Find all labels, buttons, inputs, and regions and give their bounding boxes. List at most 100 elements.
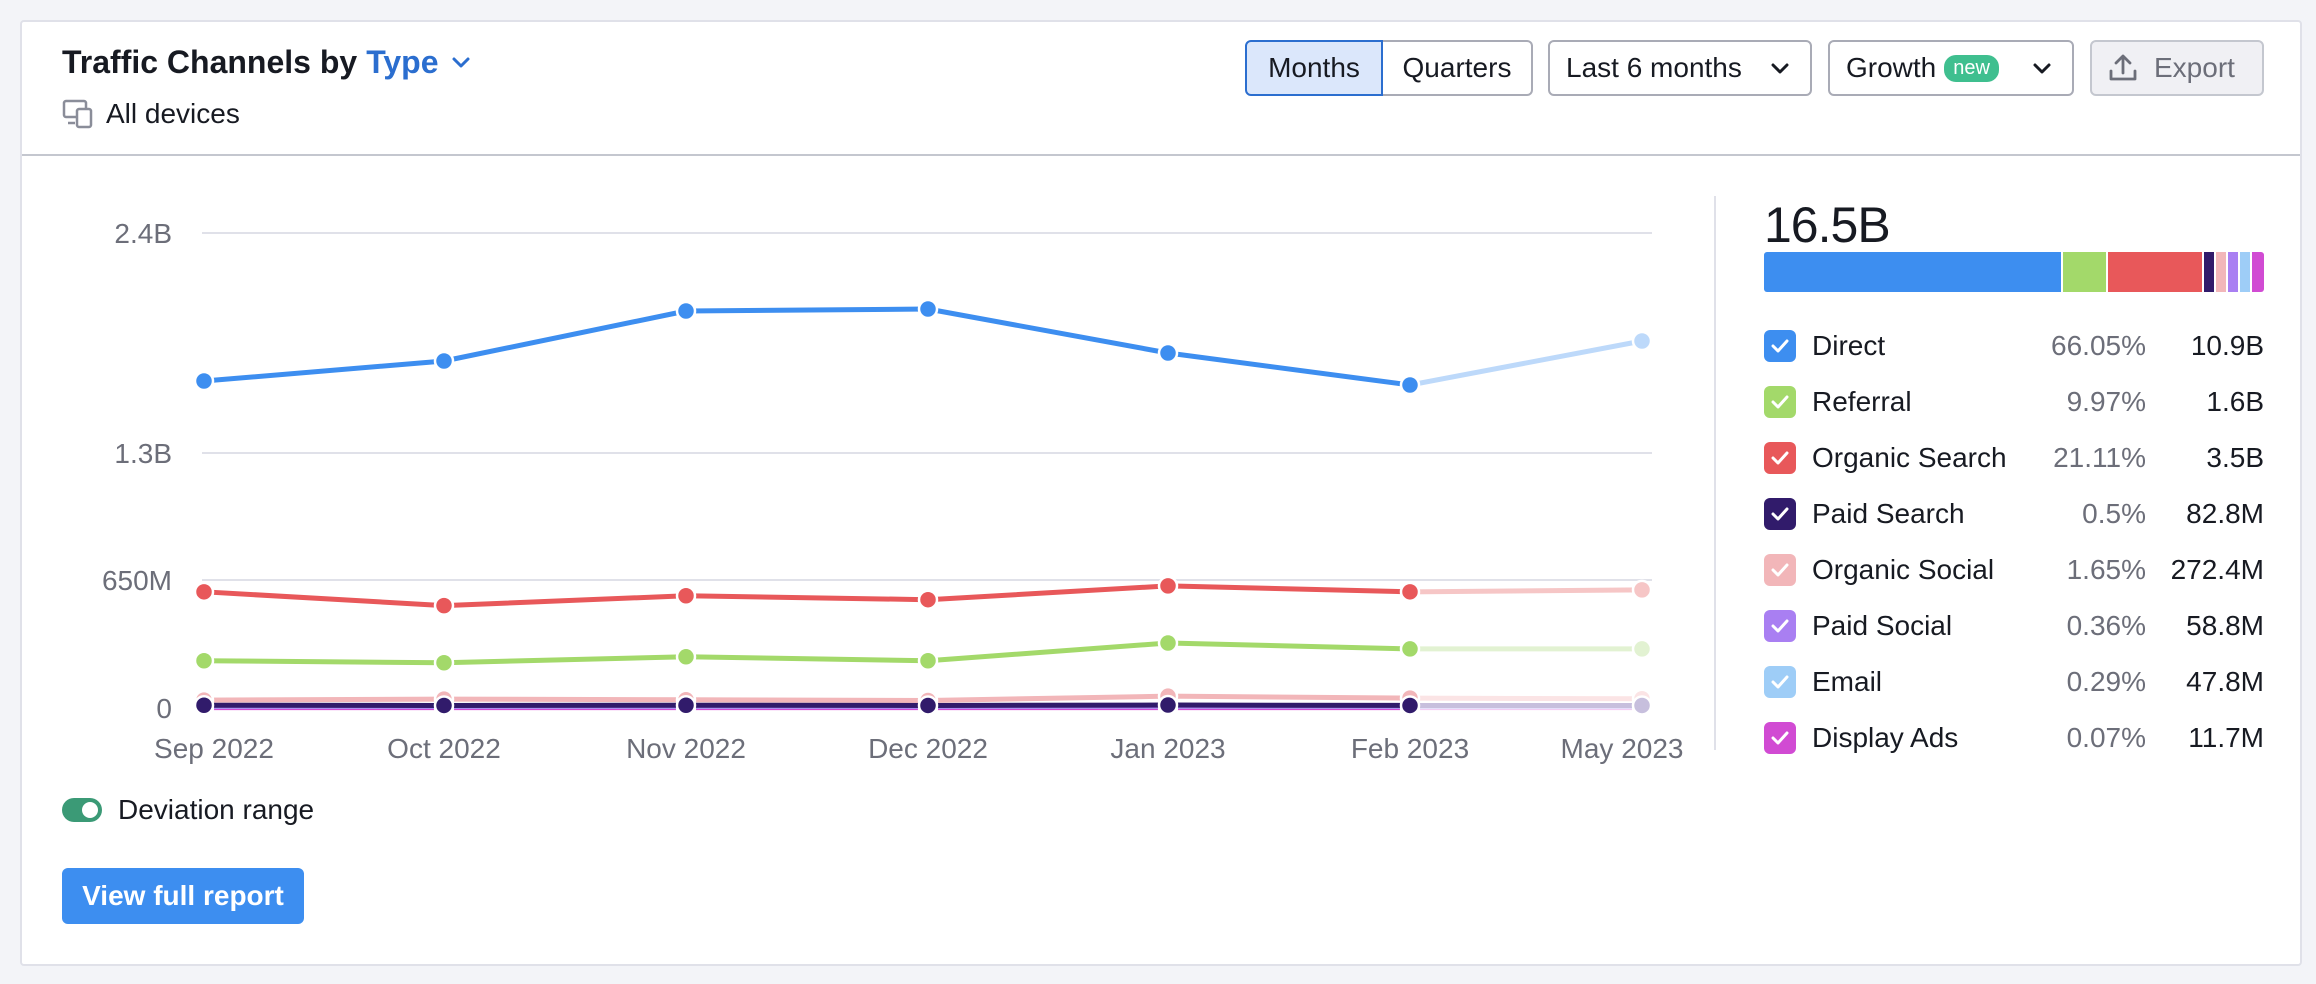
check-icon [1771,619,1789,633]
data-point [1631,579,1653,601]
legend-row[interactable]: Referral 9.97% 1.6B [1764,374,2264,430]
channel-percent: 0.07% [2066,722,2146,753]
channel-percent: 9.97% [2066,386,2146,417]
legend-row[interactable]: Organic Search 21.11% 3.5B [1764,430,2264,486]
channel-checkbox[interactable] [1764,554,1796,586]
data-point [917,695,939,716]
type-label: Type [366,44,439,80]
legend-row[interactable]: Paid Search 0.5% 82.8M [1764,486,2264,542]
new-badge: new [1944,54,1999,82]
data-point [675,694,697,716]
channel-name: Email [1812,666,1883,697]
check-icon [1771,675,1789,689]
legend-row[interactable]: Organic Social 1.65% 272.4M [1764,542,2264,598]
channel-value: 3.5B [2206,442,2264,473]
channel-name: Organic Search [1812,442,2007,473]
data-point [917,650,939,671]
type-selector[interactable]: Type [366,44,470,81]
data-point [1157,575,1179,597]
data-point [1157,342,1179,364]
share-segment [1764,252,2064,292]
channel-checkbox[interactable] [1764,722,1796,754]
period-dropdown[interactable]: Last 6 months [1548,40,1812,96]
deviation-range-toggle[interactable]: Deviation range [62,794,314,826]
channel-percent: 1.65% [2066,554,2146,585]
data-point [917,589,939,610]
series-line [203,640,1411,666]
channel-name: Referral [1812,386,1912,417]
traffic-line-chart: 2.4B 1.3B 650M 0 Sep 2022 Oct 2022 Nov 2022 Dec… [102,218,1684,764]
check-icon [1771,563,1789,577]
channel-checkbox[interactable] [1764,498,1796,530]
data-point [193,650,215,671]
channel-name: Organic Social [1812,554,1995,585]
channel-name: Paid Search [1812,498,1965,529]
channel-percent: 66.05% [2051,330,2146,361]
series-line-projected [1409,695,1643,702]
x-tick-label: Jan 2023 [1110,733,1225,764]
data-point [433,595,455,616]
devices-label: All devices [106,98,240,129]
x-tick-label: May 2023 [1561,733,1684,764]
export-button[interactable]: Export [2090,40,2264,96]
data-point [433,652,455,673]
channel-checkbox[interactable] [1764,610,1796,642]
data-point [675,300,697,322]
legend-row[interactable]: Email 0.29% 47.8M [1764,654,2264,710]
data-point [1399,374,1421,396]
legend-row[interactable]: Paid Social 0.36% 58.8M [1764,598,2264,654]
check-icon [1771,731,1789,745]
devices-indicator: All devices [62,98,240,130]
x-tick-label: Dec 2022 [868,733,988,764]
data-point [1157,694,1179,716]
total-traffic-value: 16.5B [1764,197,1891,253]
widget-header: Traffic Channels by Type All devices Mon… [22,22,2300,156]
data-point [1399,638,1421,660]
share-segment [2203,252,2216,292]
quarters-toggle-button[interactable]: Quarters [1383,40,1533,96]
data-point [433,350,455,372]
share-segment [2251,252,2264,292]
channel-name: Direct [1812,330,1886,361]
y-tick-label: 0 [156,693,172,724]
check-icon [1771,395,1789,409]
chevron-down-icon [2033,63,2051,74]
data-point [1399,581,1421,603]
channel-checkbox[interactable] [1764,386,1796,418]
growth-dropdown[interactable]: Growth new [1828,40,2074,96]
data-point [1399,695,1421,716]
view-full-report-button[interactable]: View full report [62,868,304,924]
channel-checkbox[interactable] [1764,330,1796,362]
months-toggle-button[interactable]: Months [1245,40,1383,96]
legend-row[interactable]: Direct 66.05% 10.9B [1764,318,2264,374]
channel-percent: 0.36% [2066,610,2146,641]
data-point [1631,638,1653,660]
data-point [193,694,215,716]
channel-value: 272.4M [2170,554,2264,585]
channel-legend: Direct 66.05% 10.9B Referral 9.97% 1.6B Organi… [1764,318,2264,766]
legend-row[interactable]: Display Ads 0.07% 11.7M [1764,710,2264,766]
channel-percent: 21.11% [2053,442,2146,473]
deviation-range-label: Deviation range [118,794,315,825]
series-line-projected [1409,587,1643,595]
x-tick-label: Nov 2022 [626,733,746,764]
series-line [203,306,1411,388]
channel-name: Display Ads [1812,722,1959,753]
channel-value: 82.8M [2186,498,2264,529]
x-tick-label: Feb 2023 [1351,733,1469,764]
share-segment [2239,252,2252,292]
channel-checkbox[interactable] [1764,442,1796,474]
chevron-down-icon [1771,63,1789,74]
share-segment [2108,252,2204,292]
y-tick-label: 650M [102,565,172,596]
channel-percent: 0.5% [2082,498,2146,529]
toggle-switch[interactable] [62,798,102,822]
traffic-channels-widget: Traffic Channels by Type All devices Mon… [20,20,2302,966]
widget-title: Traffic Channels by Type [62,44,471,81]
data-point [675,646,697,668]
devices-icon [62,99,96,129]
channel-checkbox[interactable] [1764,666,1796,698]
check-icon [1771,451,1789,465]
data-point [433,695,455,716]
series-line [203,583,1411,609]
